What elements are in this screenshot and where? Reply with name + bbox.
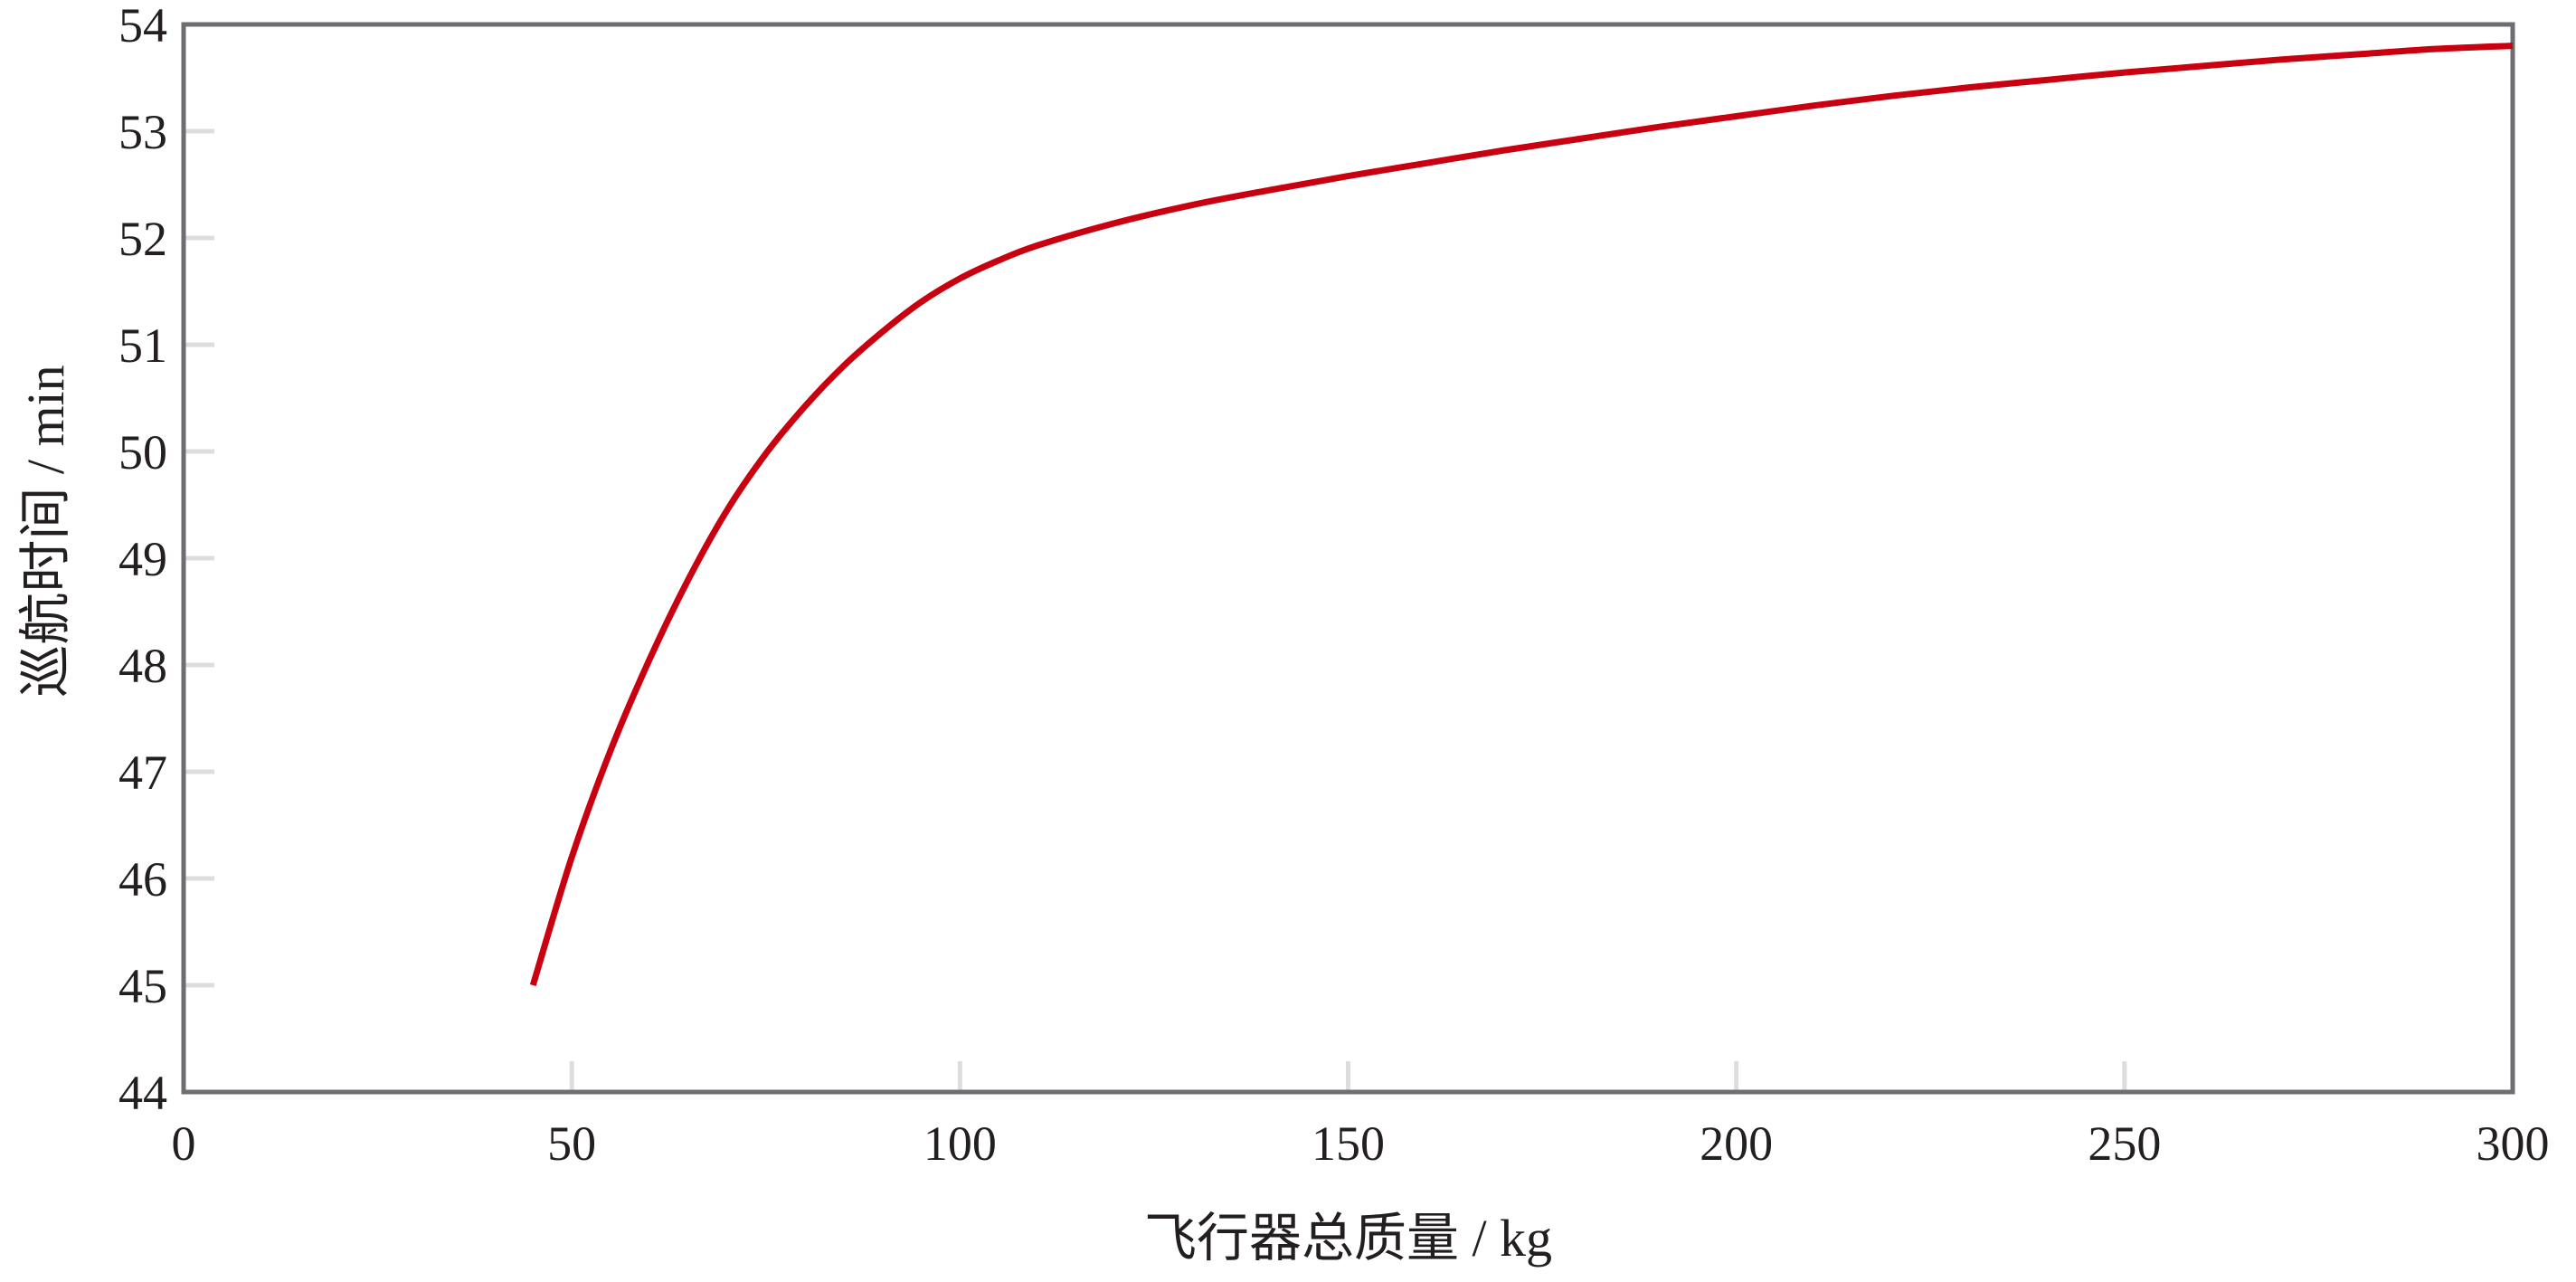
y-tick-label-9: 53	[118, 105, 167, 159]
y-tick-label-6: 50	[118, 425, 167, 480]
y-tick-label-4: 48	[118, 639, 167, 693]
y-tick-label-1: 45	[118, 959, 167, 1013]
x-tick-label-4: 200	[1700, 1116, 1773, 1171]
y-tick-label-3: 47	[118, 745, 167, 800]
y-tick-label-2: 46	[118, 852, 167, 907]
y-tick-label-5: 49	[118, 532, 167, 586]
y-tick-label-10: 54	[118, 0, 167, 52]
x-tick-label-0: 0	[172, 1116, 196, 1171]
x-tick-label-2: 100	[923, 1116, 997, 1171]
x-tick-label-6: 300	[2477, 1116, 2550, 1171]
series-layer	[529, 43, 2514, 987]
x-tick-label-1: 50	[547, 1116, 596, 1171]
y-axis-title: 巡航时间 / min	[16, 365, 75, 697]
x-axis-title: 飞行器总质量 / kg	[1144, 1209, 1552, 1268]
plot-frame	[181, 22, 2515, 1095]
y-tick-labels: 44 45 46 47 48 49 50 51 52 53 54	[118, 0, 167, 1120]
x-tick-label-3: 150	[1312, 1116, 1385, 1171]
tick-marks	[184, 128, 2127, 1092]
series-line-0	[529, 43, 2514, 987]
x-tick-labels: 0 50 100 150 200 250 300	[172, 1116, 2550, 1171]
y-tick-label-0: 44	[118, 1066, 167, 1120]
y-tick-label-7: 51	[118, 318, 167, 373]
x-tick-label-5: 250	[2088, 1116, 2161, 1171]
y-tick-label-8: 52	[118, 212, 167, 266]
